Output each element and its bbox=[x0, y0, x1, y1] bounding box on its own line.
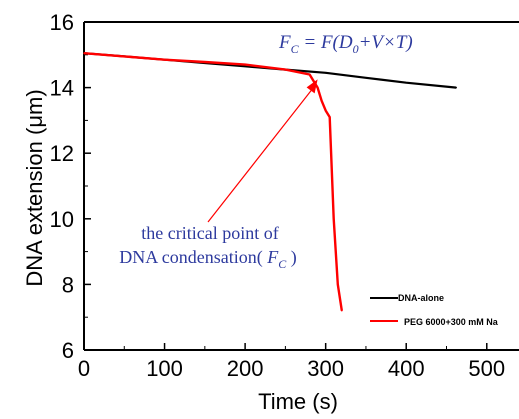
series-line-peg bbox=[83, 52, 343, 311]
x-tick-label-400: 400 bbox=[388, 356, 425, 381]
legend-label-dna-alone: DNA-alone bbox=[398, 293, 444, 303]
formula-annotation: FC = F(D0+V×T) bbox=[278, 32, 413, 56]
data-point bbox=[244, 63, 246, 66]
data-point bbox=[316, 86, 319, 89]
series-layer bbox=[83, 52, 457, 312]
y-axis-title: DNA extension (μm) bbox=[22, 89, 47, 286]
data-point bbox=[204, 61, 206, 63]
data-point bbox=[284, 68, 287, 71]
data-point bbox=[123, 55, 126, 58]
y-tick-label-14: 14 bbox=[50, 76, 74, 101]
data-point bbox=[308, 73, 311, 76]
data-point bbox=[324, 109, 327, 112]
x-axis-title: Time (s) bbox=[258, 389, 338, 414]
x-tick-label-100: 100 bbox=[146, 356, 183, 381]
x-tick-label-300: 300 bbox=[307, 356, 344, 381]
data-point bbox=[336, 283, 339, 286]
data-point bbox=[340, 309, 343, 312]
x-tick-label-200: 200 bbox=[227, 356, 264, 381]
y-tick-label-12: 12 bbox=[50, 141, 74, 166]
data-point bbox=[455, 86, 457, 89]
x-tick-label-500: 500 bbox=[468, 356, 505, 381]
y-tick-label-10: 10 bbox=[50, 207, 74, 232]
axis-ticks: 0 100 200 300 400 500 6 8 10 12 14 16 bbox=[50, 10, 506, 381]
y-tick-label-8: 8 bbox=[62, 272, 74, 297]
legend: DNA-alone PEG 6000+300 mM Na bbox=[370, 293, 499, 327]
data-point bbox=[320, 99, 323, 102]
critical-point-arrowhead bbox=[306, 79, 318, 94]
data-point bbox=[332, 218, 335, 220]
data-point bbox=[328, 116, 331, 118]
critical-point-label-line2: DNA condensation( FC ) bbox=[119, 247, 297, 271]
data-point bbox=[163, 58, 166, 61]
data-point bbox=[365, 76, 367, 79]
x-tick-label-0: 0 bbox=[78, 356, 90, 381]
data-point bbox=[244, 65, 246, 68]
y-tick-label-16: 16 bbox=[50, 10, 74, 35]
data-point bbox=[83, 52, 85, 54]
data-point bbox=[405, 81, 408, 84]
critical-point-label-line1: the critical point of bbox=[141, 223, 278, 243]
data-point bbox=[324, 72, 327, 74]
y-tick-label-6: 6 bbox=[62, 338, 74, 363]
legend-label-peg: PEG 6000+300 mM Na bbox=[404, 317, 499, 327]
critical-point-arrow bbox=[207, 87, 315, 223]
